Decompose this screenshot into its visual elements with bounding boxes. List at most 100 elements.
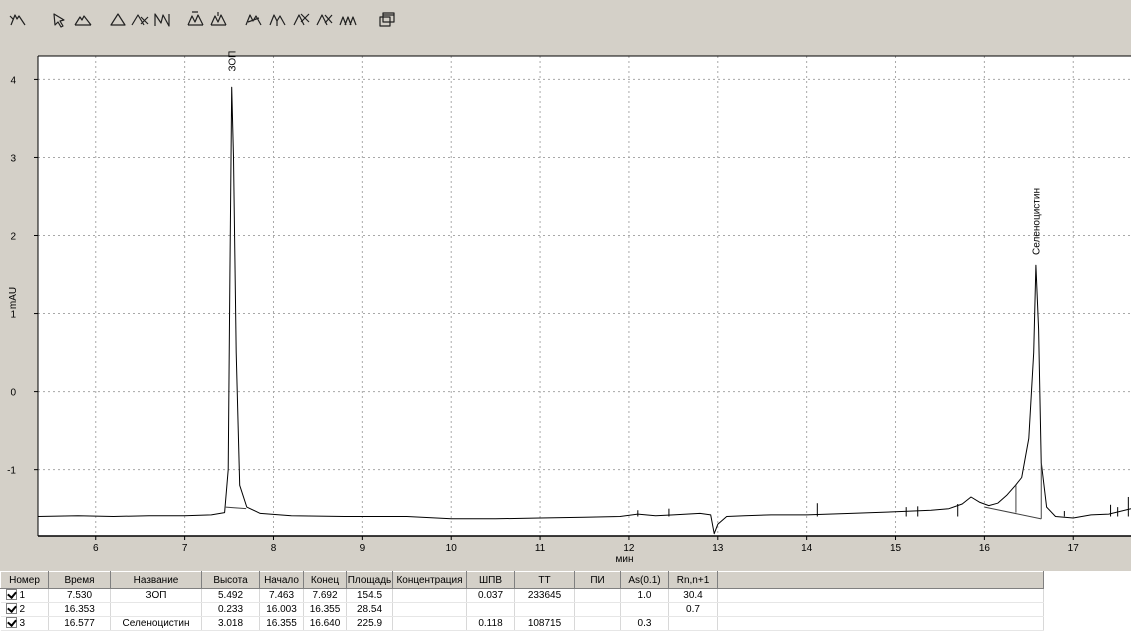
table-cell: 16.577	[48, 616, 111, 631]
baseline-icon[interactable]	[73, 10, 93, 30]
table-cell: 7.692	[303, 588, 347, 603]
column-header[interactable]: Номер	[0, 571, 49, 589]
row-number-cell: 1	[0, 588, 49, 603]
column-header[interactable]: Rn,n+1	[668, 571, 718, 589]
y-tick-label: -1	[7, 466, 16, 477]
y-tick-label: 2	[10, 232, 16, 243]
table-cell	[514, 602, 575, 617]
table-cell: 0.7	[668, 602, 718, 617]
y-tick-label: 3	[10, 153, 16, 164]
column-header-filler	[717, 571, 1044, 589]
table-cell-filler	[717, 602, 1044, 617]
table-cell: 0.3	[620, 616, 669, 631]
table-cell	[574, 602, 621, 617]
column-header[interactable]: Название	[110, 571, 202, 589]
column-header[interactable]: ТТ	[514, 571, 575, 589]
valley-drop-icon[interactable]	[268, 10, 288, 30]
x-tick-label: 16	[979, 543, 991, 554]
peak-reject-icon[interactable]	[315, 10, 335, 30]
peak-label-1: ЗОП	[228, 51, 239, 72]
peak-table: Номер Время Название Высота Начало Конец Площа…	[0, 571, 1044, 631]
y-tick-label: 0	[10, 388, 16, 399]
column-header[interactable]: Концентрация	[392, 571, 467, 589]
table-cell	[466, 602, 515, 617]
x-tick-label: 10	[446, 543, 458, 554]
peak-label-2: Селеноцистин	[1032, 188, 1043, 255]
table-cell	[392, 602, 467, 617]
table-cell	[668, 616, 718, 631]
row-number-cell: 3	[0, 616, 49, 631]
peak-delete-icon[interactable]	[130, 10, 150, 30]
chromatogram-chart[interactable]: 6 7 8 9 10 11 12 13 14 15 16 17-101234минmAUЗОПСеле…	[0, 44, 1131, 571]
table-header-row: Номер Время Название Высота Начало Конец Площа…	[0, 571, 1044, 589]
table-row[interactable]: 3 16.577 Селеноцистин 3.018 16.355 16.640 225.…	[0, 616, 1044, 631]
x-tick-label: 15	[890, 543, 902, 554]
row-number-cell: 2	[0, 602, 49, 617]
table-row[interactable]: 1 7.530 ЗОП 5.492 7.463 7.692 154.5 0.037 233645…	[0, 588, 1044, 603]
table-cell: 16.355	[259, 616, 304, 631]
column-header[interactable]: ПИ	[574, 571, 621, 589]
peak-1-baseline	[225, 506, 247, 510]
table-cell: 16.003	[259, 602, 304, 617]
table-cell: Селеноцистин	[110, 616, 202, 631]
table-cell: 16.640	[303, 616, 347, 631]
x-tick-label: 17	[1068, 543, 1080, 554]
table-cell: 108715	[514, 616, 575, 631]
x-tick-label: 11	[535, 543, 546, 554]
peak-add-icon[interactable]	[108, 10, 128, 30]
row-checkbox[interactable]	[5, 603, 17, 614]
table-cell-filler	[717, 588, 1044, 603]
column-header[interactable]: Время	[48, 571, 111, 589]
tangent-skim-icon[interactable]	[244, 10, 264, 30]
pointer-icon[interactable]	[50, 10, 70, 30]
x-tick-label: 14	[801, 543, 813, 554]
table-cell: ЗОП	[110, 588, 202, 603]
table-cell	[392, 588, 467, 603]
peak-group-icon[interactable]	[338, 10, 358, 30]
peak-exclude-icon[interactable]	[292, 10, 312, 30]
table-cell	[110, 602, 202, 617]
y-axis-label: mAU	[8, 287, 19, 309]
row-checkbox[interactable]	[5, 617, 17, 628]
x-tick-label: 7	[182, 543, 188, 554]
chromatogram-panel: 6 7 8 9 10 11 12 13 14 15 16 17 -1 0 1 2 3 4 мин mAU ЗОП Селе…	[0, 44, 1131, 571]
table-cell	[392, 616, 467, 631]
peak-3-baseline	[984, 506, 1042, 520]
column-header[interactable]: Конец	[303, 571, 347, 589]
table-cell: 233645	[514, 588, 575, 603]
row-checkbox[interactable]	[5, 589, 17, 600]
table-row[interactable]: 2 16.353 0.233 16.003 16.355 28.54 0.7	[0, 602, 1044, 617]
peak-merge-icon[interactable]	[209, 10, 229, 30]
table-cell: 3.018	[201, 616, 260, 631]
table-cell-filler	[717, 616, 1044, 631]
table-cell: 0.233	[201, 602, 260, 617]
table-cell: 154.5	[346, 588, 393, 603]
table-cell: 0.037	[466, 588, 515, 603]
grid-lines	[38, 56, 1131, 536]
table-cell: 1.0	[620, 588, 669, 603]
copy-window-icon[interactable]	[377, 10, 397, 30]
table-cell	[574, 588, 621, 603]
x-tick-label: 8	[271, 543, 277, 554]
column-header[interactable]: ШПВ	[466, 571, 515, 589]
table-cell: 16.355	[303, 602, 347, 617]
x-tick-label: 9	[360, 543, 366, 554]
table-cell: 0.118	[466, 616, 515, 631]
x-tick-label: 13	[712, 543, 724, 554]
table-cell: 7.463	[259, 588, 304, 603]
table-cell: 30.4	[668, 588, 718, 603]
integration-icon[interactable]	[152, 10, 172, 30]
table-cell	[574, 616, 621, 631]
table-cell: 28.54	[346, 602, 393, 617]
column-header[interactable]: Площадь	[346, 571, 393, 589]
signal-trace	[37, 86, 1131, 535]
column-header[interactable]: Высота	[201, 571, 260, 589]
table-cell: 7.530	[48, 588, 111, 603]
table-cell: 5.492	[201, 588, 260, 603]
peak-results-table: Номер Время Название Высота Начало Конец Площа…	[0, 571, 1131, 643]
peak-detect-icon[interactable]	[8, 10, 28, 30]
y-tick-label: 4	[10, 75, 16, 86]
column-header[interactable]: As(0.1)	[620, 571, 669, 589]
peak-split-icon[interactable]	[186, 10, 206, 30]
column-header[interactable]: Начало	[259, 571, 304, 589]
